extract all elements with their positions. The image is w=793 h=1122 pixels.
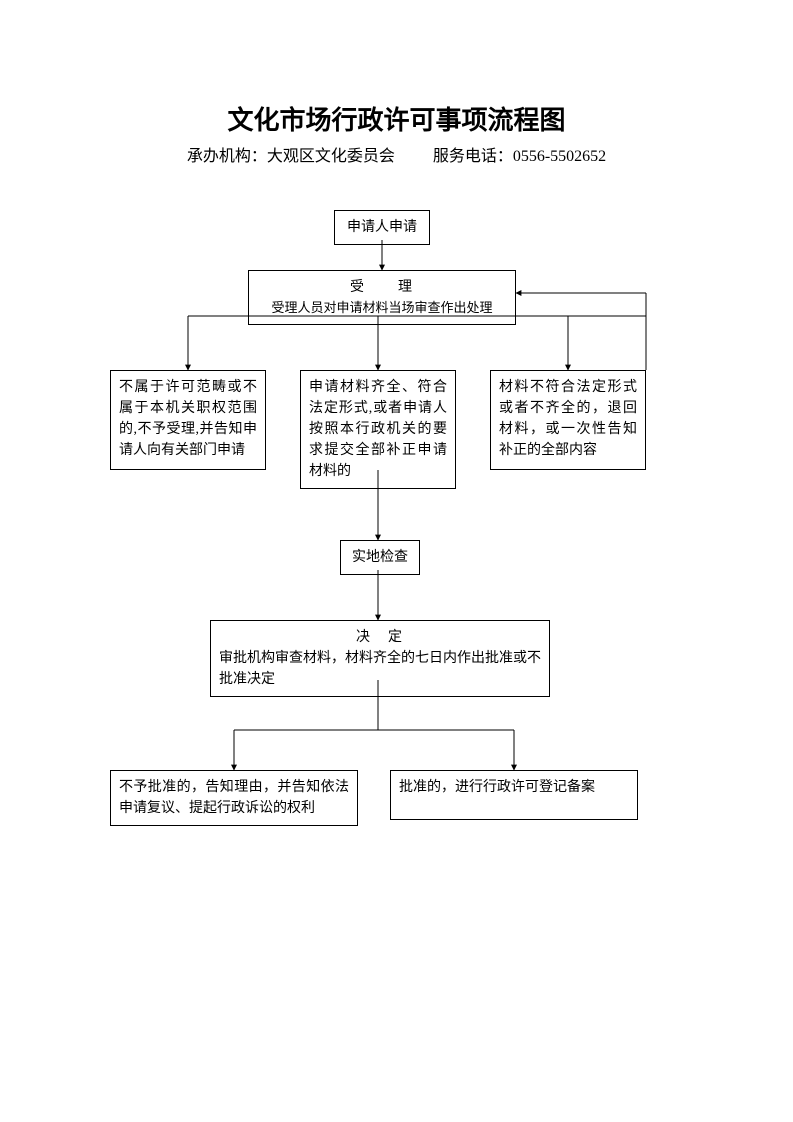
- node-accept: 受 理 受理人员对申请材料当场审查作出处理: [248, 270, 516, 325]
- node-decide: 决 定 审批机构审查材料，材料齐全的七日内作出批准或不批准决定: [210, 620, 550, 697]
- org-label: 承办机构：大观区文化委员会: [187, 148, 395, 165]
- phone-label: 服务电话：: [433, 148, 513, 165]
- page-title: 文化市场行政许可事项流程图: [0, 100, 793, 137]
- node-branch3: 材料不符合法定形式或者不齐全的，退回材料，或一次性告知补正的全部内容: [490, 370, 646, 470]
- page-subtitle: 承办机构：大观区文化委员会 服务电话：0556-5502652: [0, 142, 793, 166]
- node-result2-text: 批准的，进行行政许可登记备案: [399, 780, 595, 795]
- node-branch3-text: 材料不符合法定形式或者不齐全的，退回材料，或一次性告知补正的全部内容: [499, 380, 637, 458]
- node-inspect: 实地检查: [340, 540, 420, 575]
- node-accept-text: 受理人员对申请材料当场审查作出处理: [257, 298, 507, 318]
- node-decide-title: 决 定: [219, 627, 541, 648]
- node-branch1-text: 不属于许可范畴或不属于本机关职权范围的,不予受理,并告知申请人向有关部门申请: [119, 380, 257, 458]
- node-apply-text: 申请人申请: [347, 220, 417, 235]
- node-branch2-text: 申请材料齐全、符合法定形式,或者申请人按照本行政机关的要求提交全部补正申请材料的: [309, 380, 447, 479]
- node-result2: 批准的，进行行政许可登记备案: [390, 770, 638, 820]
- node-result1-text: 不予批准的，告知理由，并告知依法申请复议、提起行政诉讼的权利: [119, 780, 349, 816]
- node-branch1: 不属于许可范畴或不属于本机关职权范围的,不予受理,并告知申请人向有关部门申请: [110, 370, 266, 470]
- node-inspect-text: 实地检查: [352, 550, 408, 565]
- node-decide-text: 审批机构审查材料，材料齐全的七日内作出批准或不批准决定: [219, 648, 541, 690]
- node-apply: 申请人申请: [334, 210, 430, 245]
- node-accept-title: 受 理: [257, 277, 507, 298]
- phone-number: 0556-5502652: [513, 148, 606, 165]
- node-result1: 不予批准的，告知理由，并告知依法申请复议、提起行政诉讼的权利: [110, 770, 358, 826]
- node-branch2: 申请材料齐全、符合法定形式,或者申请人按照本行政机关的要求提交全部补正申请材料的: [300, 370, 456, 489]
